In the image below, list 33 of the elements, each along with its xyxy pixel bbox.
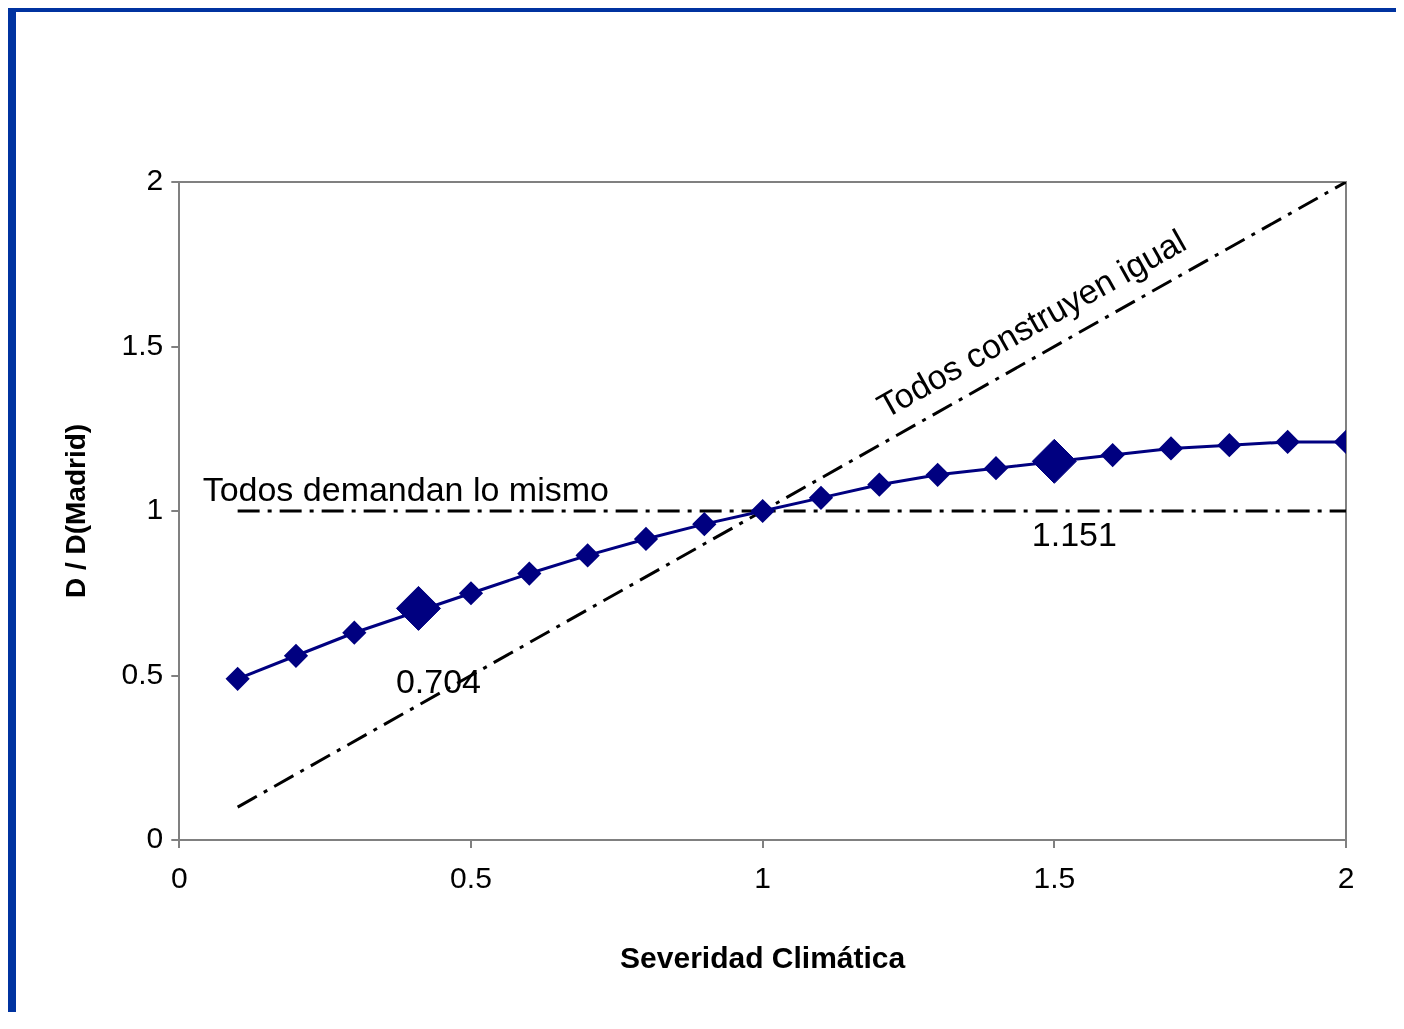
x-tick-label: 1: [754, 861, 771, 895]
x-axis-title: Severidad Climática: [620, 941, 906, 975]
point: [634, 527, 658, 551]
x-tick-label: 0.5: [450, 861, 492, 895]
y-tick-label: 0: [146, 821, 164, 855]
data-label: 0.704: [395, 661, 482, 700]
x-tick-label: 0: [170, 861, 188, 895]
y-tick-label: 1: [146, 492, 164, 526]
x-tick-label: 2: [1337, 861, 1355, 895]
point: [1159, 436, 1183, 460]
point: [1276, 430, 1300, 454]
point: [459, 581, 483, 605]
point: [342, 621, 366, 645]
point: [751, 499, 775, 523]
point: [926, 463, 950, 487]
data-label: 1.151: [1031, 514, 1117, 553]
point: [984, 456, 1008, 480]
point: [809, 486, 833, 510]
y-tick-label: 1.5: [121, 327, 164, 361]
point: [226, 667, 250, 691]
y-tick-label: 2: [146, 163, 164, 197]
y-tick-label: 0.5: [121, 656, 164, 690]
point: [576, 543, 600, 567]
point: [692, 512, 716, 536]
point: [284, 644, 308, 668]
point: [1217, 433, 1241, 457]
point: [517, 562, 541, 586]
series-label: Todos demandan lo mismo: [202, 470, 609, 509]
y-axis-title: D / D(Madrid): [59, 423, 91, 599]
x-tick-label: 1.5: [1033, 861, 1076, 895]
point: [1101, 443, 1125, 467]
point: [395, 585, 441, 631]
point: [867, 473, 891, 497]
